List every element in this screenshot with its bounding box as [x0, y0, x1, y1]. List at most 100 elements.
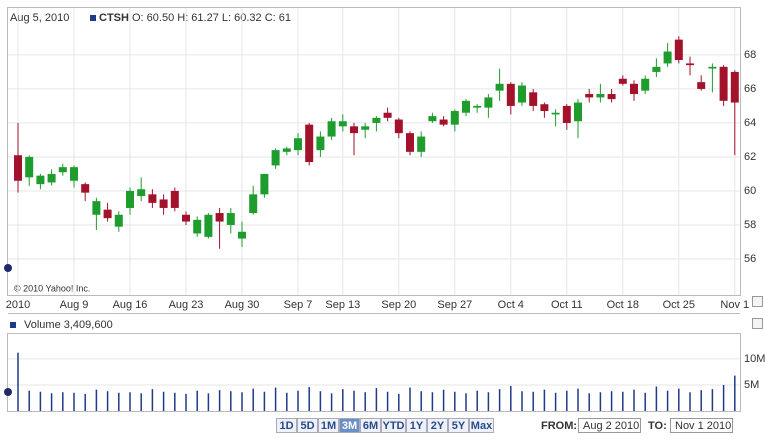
- range-button[interactable]: [360, 418, 381, 433]
- candle-body: [506, 83, 515, 106]
- candle-body: [417, 136, 426, 152]
- candle-body: [350, 126, 358, 134]
- candle-body: [686, 63, 694, 66]
- candle-body: [282, 148, 291, 152]
- volume-bar: [151, 389, 154, 411]
- y-tick-label: 68: [744, 49, 756, 61]
- range-button[interactable]: [406, 418, 427, 433]
- volume-bar: [230, 391, 232, 411]
- candle-body: [36, 175, 45, 185]
- candle-body: [383, 112, 392, 118]
- candle-body: [294, 138, 302, 151]
- volume-bar: [263, 391, 266, 411]
- candle-body: [551, 112, 560, 115]
- volume-bar: [700, 390, 702, 411]
- volume-bar: [118, 392, 120, 411]
- toggle-button[interactable]: [752, 296, 763, 307]
- volume-bar: [140, 393, 142, 411]
- candle-body: [271, 150, 280, 166]
- range-label: 2Y: [431, 420, 445, 432]
- candle-body: [428, 116, 437, 122]
- candle-body: [226, 213, 235, 225]
- range-button[interactable]: [297, 418, 318, 433]
- volume-bar: [386, 391, 389, 411]
- volume-bar: [610, 391, 613, 411]
- volume-bar: [28, 390, 30, 411]
- range-button[interactable]: [318, 418, 339, 433]
- candle-body: [394, 119, 403, 134]
- range-button[interactable]: [448, 418, 469, 433]
- x-tick-label: Aug 30: [225, 299, 260, 311]
- to-input[interactable]: [670, 418, 733, 433]
- range-button[interactable]: [469, 418, 494, 433]
- volume-bar: [274, 387, 277, 411]
- from-input[interactable]: [578, 418, 641, 433]
- x-tick-label: Aug 23: [169, 299, 204, 311]
- range-button[interactable]: [427, 418, 448, 433]
- from-label: FROM:: [541, 420, 577, 432]
- volume-bar: [162, 391, 165, 411]
- x-tick-label: Sep 20: [381, 299, 416, 311]
- volume-bar: [106, 391, 109, 411]
- volume-bar: [342, 389, 344, 411]
- candle-body: [170, 190, 179, 208]
- price-frame: [7, 7, 741, 296]
- candle-body: [574, 102, 582, 122]
- volume-bar: [375, 388, 378, 411]
- volume-bar: [734, 375, 736, 411]
- volume-bar: [689, 392, 691, 411]
- candle-body: [92, 201, 101, 215]
- candle-body: [193, 219, 202, 234]
- volume-bar: [207, 393, 210, 411]
- header-symbol: CTSH: [99, 12, 129, 24]
- candle-body: [260, 173, 269, 195]
- volume-frame: [7, 333, 741, 412]
- toggle-button[interactable]: [752, 318, 763, 329]
- candle-body: [674, 39, 683, 61]
- legend-swatch: [10, 322, 16, 328]
- candle-body: [361, 126, 370, 130]
- range-button[interactable]: [381, 418, 406, 433]
- volume-bar: [644, 392, 646, 411]
- legend-swatch: [90, 15, 96, 21]
- range-controls: 1D 5D 1M 3M 6M YTD 1Y 2Y 5Y Max FROM: Aug 2 2010 TO:…: [276, 418, 733, 433]
- candle-body: [137, 189, 146, 197]
- volume-bar: [297, 390, 299, 411]
- candle-body: [719, 66, 728, 101]
- candle-body: [439, 119, 448, 125]
- copyright: © 2010 Yahoo! Inc.: [14, 283, 90, 293]
- y-tick-label: 64: [744, 117, 756, 129]
- range-button[interactable]: [339, 418, 360, 433]
- volume-bar: [39, 391, 42, 411]
- to-label: TO:: [648, 420, 667, 432]
- candle-body: [529, 92, 538, 106]
- candle-body: [238, 231, 246, 239]
- volume-bar: [487, 392, 490, 411]
- y-tick-label: 60: [744, 185, 756, 197]
- candle-body: [70, 167, 78, 181]
- candle-body: [25, 156, 34, 178]
- candle-body: [148, 194, 157, 203]
- range-label: YTD: [383, 420, 405, 432]
- candle-body: [585, 94, 594, 98]
- x-tick-label: Oct 4: [498, 299, 524, 311]
- volume-bar: [655, 386, 658, 411]
- volume-bar: [364, 392, 366, 411]
- volume-bar: [17, 352, 19, 411]
- candle-body: [406, 133, 414, 152]
- volume-bar: [454, 391, 456, 411]
- volume-bar: [241, 392, 243, 411]
- volume-bar: [73, 392, 75, 411]
- to-date: Nov 1 2010: [675, 420, 731, 432]
- candle-body: [540, 104, 549, 112]
- volume-bar: [185, 393, 187, 411]
- volume-bar: [588, 393, 590, 411]
- range-button[interactable]: [276, 418, 297, 433]
- volume-bar: [722, 384, 725, 411]
- candle-body: [81, 184, 90, 193]
- volume-bar: [521, 391, 523, 411]
- range-label: 1M: [321, 420, 336, 432]
- volume-bar: [286, 392, 288, 411]
